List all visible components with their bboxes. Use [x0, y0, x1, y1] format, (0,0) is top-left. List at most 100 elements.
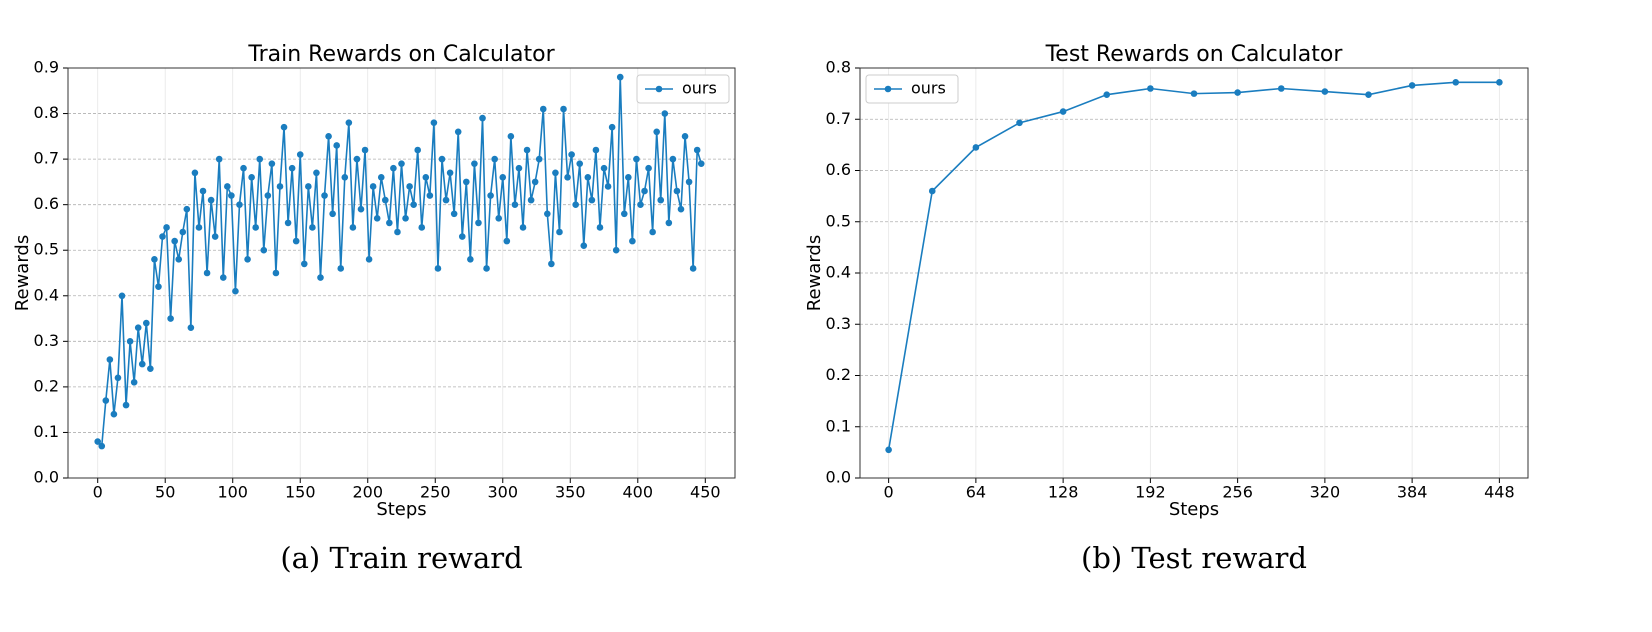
x-tick-label: 320: [1310, 483, 1341, 502]
data-point: [398, 160, 405, 167]
data-point: [629, 237, 636, 245]
data-point: [365, 256, 373, 263]
data-point: [394, 228, 401, 236]
data-point: [560, 105, 567, 113]
data-point: [454, 128, 462, 136]
data-point: [673, 187, 681, 195]
plot-frame: [67, 67, 736, 479]
x-tick-label: 50: [155, 483, 175, 502]
x-tick-label: 400: [623, 483, 654, 502]
x-tick-label: 450: [690, 483, 721, 502]
data-point: [523, 146, 531, 154]
data-point: [535, 155, 543, 163]
y-tick-label: 0.6: [826, 160, 851, 179]
data-point: [665, 219, 673, 227]
data-point: [1321, 88, 1329, 95]
data-point: [600, 164, 608, 172]
data-point: [337, 265, 345, 272]
data-point: [167, 315, 174, 322]
data-point: [325, 133, 332, 140]
data-point: [499, 174, 507, 181]
x-tick-label: 256: [1222, 483, 1253, 502]
data-point: [657, 196, 665, 204]
data-point: [677, 205, 685, 213]
data-point: [1277, 85, 1285, 92]
data-point: [1234, 89, 1241, 96]
data-point: [333, 142, 340, 149]
data-point: [345, 119, 353, 126]
data-point: [260, 246, 268, 254]
data-point: [191, 169, 199, 177]
data-point: [584, 174, 592, 181]
data-point: [1452, 79, 1460, 86]
data-point: [296, 151, 304, 158]
data-point: [341, 174, 349, 181]
data-point: [483, 265, 490, 272]
data-point: [357, 205, 365, 213]
data-point: [292, 237, 300, 245]
data-point: [349, 224, 357, 231]
data-point: [126, 338, 134, 345]
data-point: [224, 183, 231, 190]
data-point: [471, 160, 478, 167]
data-point: [369, 183, 377, 190]
data-point: [616, 73, 624, 81]
data-point: [620, 210, 628, 218]
data-point: [410, 201, 417, 208]
data-point: [219, 274, 227, 281]
data-point: [564, 174, 571, 181]
data-point: [479, 114, 486, 122]
data-point: [244, 256, 251, 263]
data-point: [248, 174, 255, 181]
data-point: [215, 155, 223, 163]
y-axis-label: Rewards: [804, 235, 825, 311]
data-point: [373, 215, 381, 222]
chart-title: Train Rewards on Calculator: [247, 42, 555, 67]
x-tick-label: 300: [487, 483, 518, 502]
data-point: [641, 187, 648, 195]
data-point: [256, 155, 264, 163]
y-tick-label: 0.3: [826, 314, 851, 333]
series-line: [97, 77, 703, 449]
data-point: [329, 210, 336, 218]
data-point: [669, 155, 677, 163]
data-point: [207, 196, 215, 204]
data-point: [596, 224, 604, 231]
legend-label: ours: [682, 79, 717, 98]
data-point: [1103, 91, 1111, 98]
data-point: [697, 160, 705, 167]
x-tick-label: 250: [420, 483, 451, 502]
data-point: [163, 224, 170, 231]
data-point: [381, 196, 389, 204]
legend-marker: [655, 85, 663, 93]
data-point: [539, 105, 547, 113]
data-point: [556, 228, 563, 236]
data-point: [491, 155, 498, 163]
data-point: [118, 292, 126, 300]
data-point: [300, 260, 308, 268]
data-point: [252, 224, 259, 231]
data-point: [414, 146, 422, 154]
data-point: [885, 446, 892, 454]
caption: (b) Test reward: [1081, 541, 1307, 575]
legend-label: ours: [911, 79, 946, 98]
data-point: [187, 324, 195, 331]
data-point: [463, 178, 470, 186]
data-point: [134, 324, 142, 331]
y-tick-label: 0.7: [826, 109, 851, 128]
data-point: [487, 192, 494, 199]
data-point: [386, 219, 393, 227]
data-point: [653, 128, 660, 136]
data-point: [195, 224, 203, 231]
y-tick-label: 0.3: [34, 331, 59, 350]
data-point: [305, 183, 312, 190]
data-point: [151, 256, 158, 263]
legend-box: [636, 74, 730, 104]
y-tick-label: 0.8: [826, 58, 851, 77]
data-point: [138, 360, 146, 368]
data-point: [353, 155, 361, 163]
data-point: [649, 228, 656, 236]
data-point: [612, 246, 620, 254]
data-point: [458, 233, 466, 240]
